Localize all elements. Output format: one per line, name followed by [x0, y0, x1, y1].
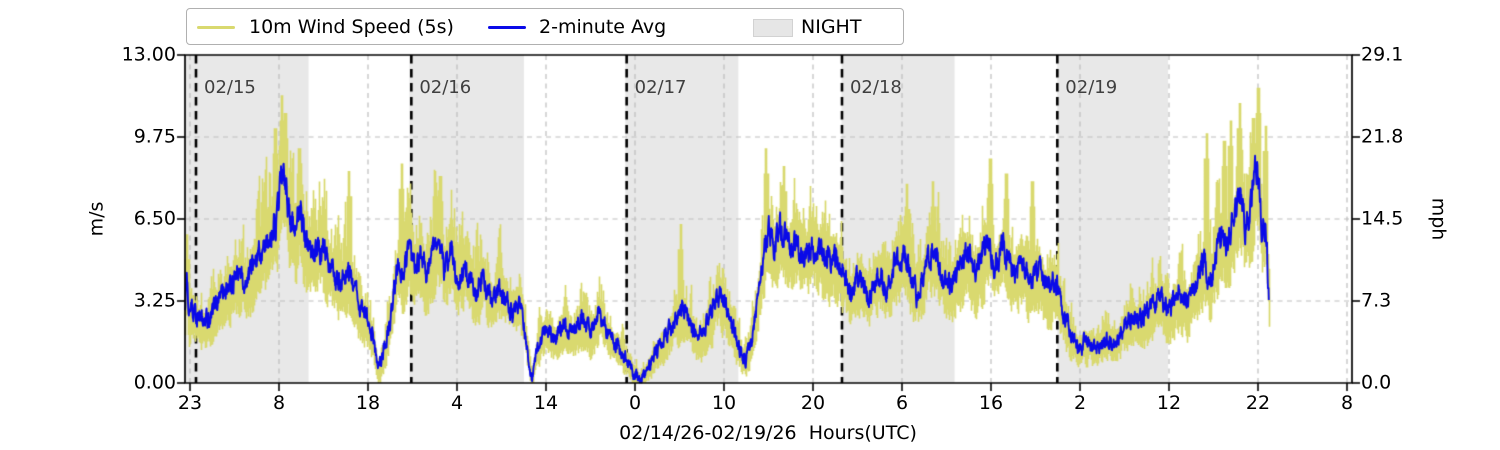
- x-tick-label: 8: [272, 392, 286, 414]
- y-axis-label-left: m/s: [85, 201, 108, 237]
- day-annotation: 02/17: [634, 77, 687, 98]
- day-annotation: 02/15: [204, 77, 256, 98]
- y-tick-label-right: 29.1: [1361, 43, 1404, 66]
- x-tick-label: 12: [1156, 392, 1182, 414]
- x-tick-label: 0: [628, 392, 642, 414]
- x-tick-label: 22: [1245, 392, 1271, 414]
- x-tick-label: 14: [533, 392, 559, 414]
- y-tick-label-right: 14.5: [1361, 207, 1404, 230]
- y-tick-label-right: 0.0: [1361, 371, 1392, 394]
- legend: 10m Wind Speed (5s) 2-minute Avg NIGHT: [186, 8, 904, 45]
- x-tick-label: 10: [711, 392, 737, 414]
- legend-night-label: NIGHT: [801, 16, 862, 38]
- x-tick-label: 16: [978, 392, 1004, 414]
- y-tick-label-left: 6.50: [133, 207, 176, 230]
- day-annotation: 02/16: [419, 77, 472, 98]
- y-tick-label-right: 7.3: [1361, 289, 1392, 312]
- x-tick-label: 18: [355, 392, 381, 414]
- day-annotation: 02/19: [1065, 77, 1118, 98]
- x-tick-label: 4: [450, 392, 464, 414]
- x-tick-label: 8: [1340, 392, 1354, 414]
- legend-avg-label: 2-minute Avg: [539, 16, 667, 38]
- y-axis-label-right: mph: [1427, 197, 1450, 241]
- legend-night-patch-swatch: [753, 19, 793, 37]
- legend-avg-line-swatch: [488, 26, 526, 30]
- y-tick-label-left: 0.00: [133, 371, 176, 394]
- legend-raw-label: 10m Wind Speed (5s): [249, 16, 454, 38]
- y-tick-label-left: 9.75: [133, 125, 176, 148]
- x-tick-label: 2: [1073, 392, 1087, 414]
- x-tick-label: 23: [177, 392, 203, 414]
- x-axis-label: 02/14/26-02/19/26 Hours(UTC): [619, 422, 917, 444]
- day-annotation: 02/18: [849, 77, 902, 98]
- legend-raw-line-swatch: [197, 26, 235, 30]
- y-tick-label-left: 3.25: [133, 289, 176, 312]
- y-tick-label-left: 13.00: [121, 43, 176, 66]
- y-tick-label-right: 21.8: [1361, 125, 1404, 148]
- x-tick-label: 6: [895, 392, 909, 414]
- x-tick-label: 20: [800, 392, 826, 414]
